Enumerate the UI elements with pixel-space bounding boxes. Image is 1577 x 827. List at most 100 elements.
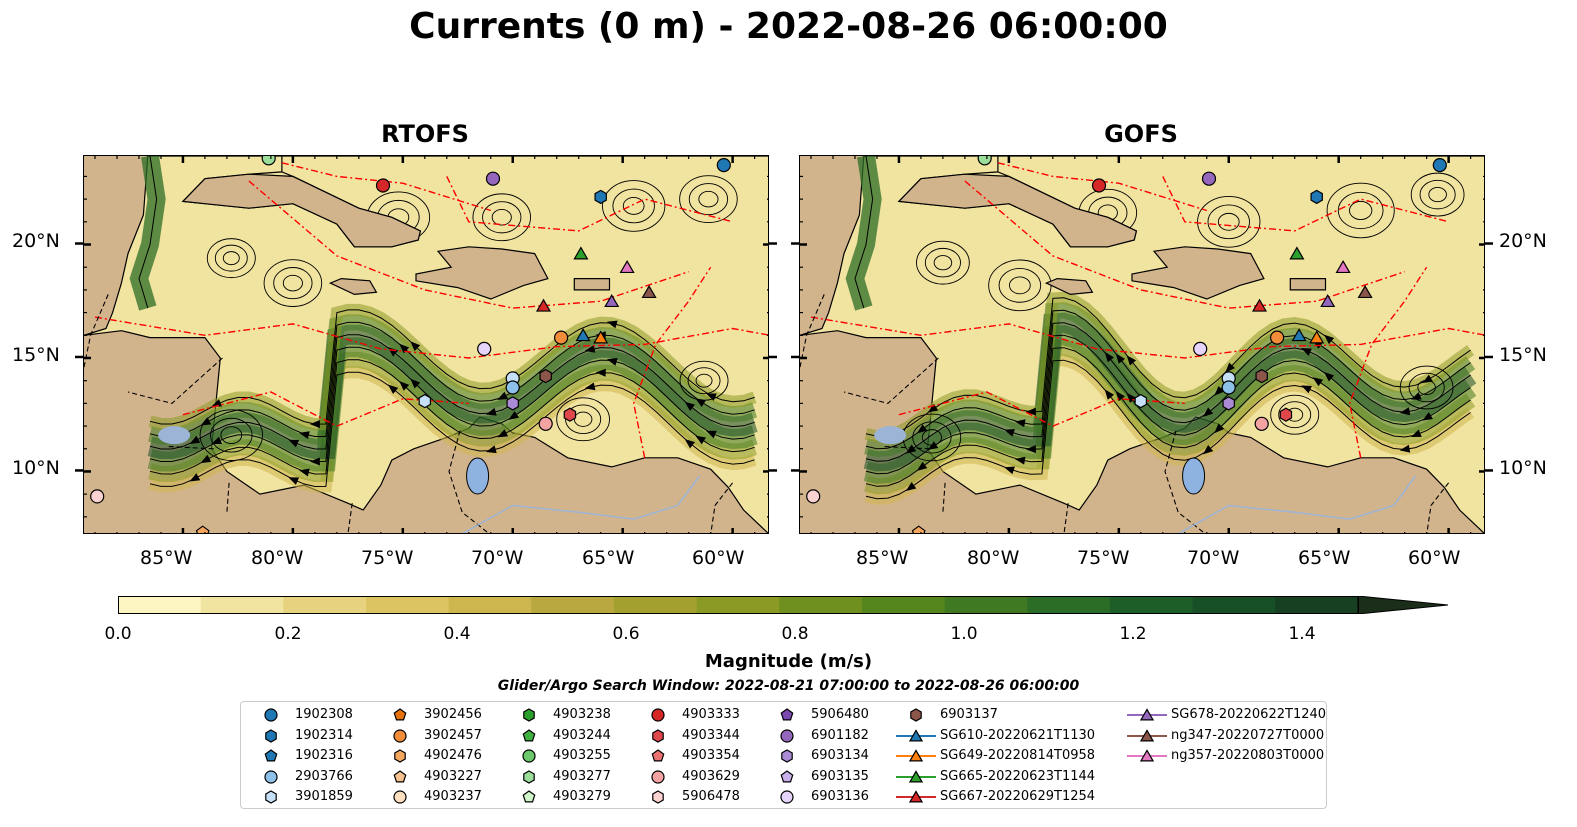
hispaniola-land (415, 246, 549, 300)
colorbar-tick: 0.6 (612, 624, 640, 644)
streamline (865, 359, 1471, 500)
legend-label: 6903135 (811, 768, 869, 784)
flow-arrow (410, 378, 421, 389)
eez-boundary (94, 316, 768, 359)
country-border (942, 482, 946, 513)
lon-label-75w-left: 75°W (361, 547, 414, 569)
lat-label-15n-left: 15°N (12, 344, 60, 366)
legend-marker (908, 790, 924, 803)
magnitude-colorbar (118, 596, 1448, 614)
colorbar-tick: 0.0 (104, 624, 132, 644)
flow-arrow (695, 398, 706, 407)
lon-label-65w-right: 65°W (1298, 547, 1351, 569)
jamaica-land (328, 277, 378, 296)
eddy-streamline (1278, 401, 1312, 429)
legend-label: 4903227 (424, 768, 482, 784)
flow-arrow (1214, 385, 1225, 396)
flow-arrow (189, 473, 201, 482)
legend-marker (522, 790, 536, 803)
float-marker (594, 189, 607, 205)
legend-label: 4903629 (682, 768, 740, 784)
eddy-streamline (1408, 372, 1445, 403)
flow-arrow (1202, 407, 1214, 417)
flow-arrow (1399, 407, 1411, 416)
cuba-land (897, 173, 1138, 248)
eddy-streamline (1326, 182, 1395, 239)
flow-arrow (905, 444, 917, 454)
eddy-streamline (695, 373, 713, 388)
eddy-streamline (602, 180, 666, 232)
lon-label-60w-left: 60°W (692, 547, 745, 569)
eddy-streamline (282, 274, 303, 292)
flow-arrow (309, 457, 320, 466)
legend-label: 1902316 (295, 748, 353, 763)
colorbar-tick: 0.4 (443, 624, 471, 644)
colorbar-segment (200, 596, 284, 614)
float-marker (1222, 396, 1235, 411)
float-marker (806, 489, 821, 504)
float-marker (1335, 260, 1351, 274)
flow-arrow (705, 393, 717, 401)
eddy-streamline (1207, 204, 1251, 240)
colorbar-segment (1192, 596, 1276, 614)
colorbar-segment (614, 596, 698, 614)
flow-arrow (288, 439, 300, 448)
river (1178, 475, 1417, 533)
lon-label-65w-left: 65°W (582, 547, 635, 569)
streamline (149, 371, 755, 488)
float-marker (1270, 330, 1285, 345)
float-marker (535, 298, 552, 312)
legend-label: ng357-20220803T0000 (1171, 748, 1325, 763)
cuba-land (181, 173, 422, 248)
eddy-streamline (482, 201, 522, 234)
flow-arrow (410, 341, 421, 352)
gofs-map (799, 155, 1485, 534)
legend-marker (780, 728, 794, 743)
legend-label: SG610-20220621T1130 (940, 727, 1096, 743)
legend-marker (523, 769, 535, 784)
lon-label-80w-left: 80°W (251, 547, 304, 569)
eez-boundary (964, 180, 1405, 309)
eez-boundary (810, 316, 1484, 359)
colorbar-segment (366, 596, 450, 614)
legend-marker (522, 728, 536, 741)
float-marker (554, 330, 569, 345)
eddy-streamline (622, 197, 645, 215)
flow-arrow (1115, 353, 1126, 364)
flow-arrow (584, 382, 596, 391)
legend-marker (908, 749, 924, 762)
lon-label-85w-right: 85°W (856, 547, 909, 569)
legend-label: 3902457 (424, 727, 482, 743)
colorbar-segment (1027, 596, 1111, 614)
flow-arrow (606, 358, 618, 366)
streamline (865, 309, 1471, 450)
flow-arrow (606, 320, 618, 329)
river (462, 475, 701, 533)
lon-label-80w-right: 80°W (967, 547, 1020, 569)
streamline (865, 297, 1471, 437)
float-marker (563, 407, 577, 422)
flow-arrow (684, 438, 696, 449)
float-marker (1309, 330, 1325, 344)
country-border (127, 357, 223, 405)
legend-marker (910, 708, 922, 722)
legend-label: 6903136 (811, 789, 869, 804)
eddy-streamline (912, 421, 952, 454)
eez-boundary (997, 162, 1208, 212)
colorbar-extend-arrow (1357, 596, 1448, 614)
legend-marker (393, 728, 407, 743)
legend-label: 4903277 (553, 768, 611, 784)
colorbar-segment (283, 596, 367, 614)
legend-label: 4903238 (553, 707, 611, 722)
colorbar-segment (118, 596, 202, 614)
eddy-streamline (698, 190, 719, 208)
flow-arrow (497, 391, 509, 400)
main-title: Currents (0 m) - 2022-08-26 06:00:00 (409, 6, 1168, 47)
eez-boundary (1162, 176, 1449, 232)
colorbar-segment (531, 596, 615, 614)
eez-boundary (1348, 266, 1428, 458)
eez-boundary (632, 266, 712, 458)
streamline (865, 347, 1471, 487)
eddy-streamline (491, 209, 512, 226)
flow-arrow (189, 435, 201, 444)
